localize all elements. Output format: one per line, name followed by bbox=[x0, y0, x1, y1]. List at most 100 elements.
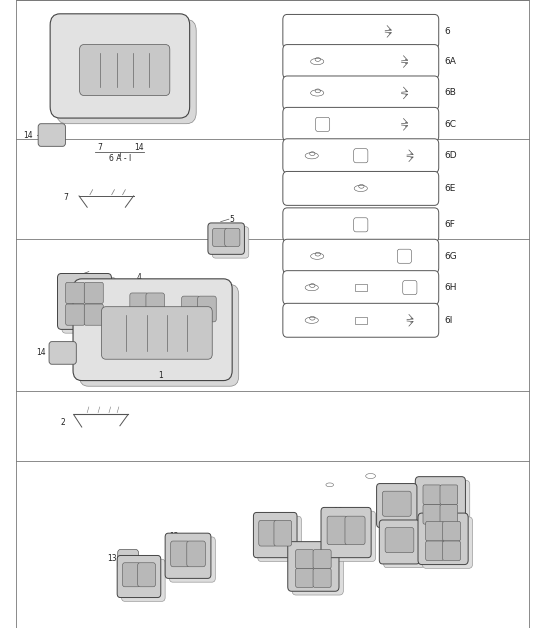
FancyBboxPatch shape bbox=[84, 304, 103, 325]
Text: 6I: 6I bbox=[444, 316, 452, 325]
FancyBboxPatch shape bbox=[171, 541, 189, 566]
FancyBboxPatch shape bbox=[138, 563, 155, 587]
FancyBboxPatch shape bbox=[283, 139, 439, 173]
FancyBboxPatch shape bbox=[66, 304, 84, 325]
Text: 9: 9 bbox=[389, 487, 393, 495]
Text: 8: 8 bbox=[434, 480, 438, 489]
Text: 3: 3 bbox=[60, 273, 65, 282]
Text: 14: 14 bbox=[36, 349, 46, 357]
Text: 10: 10 bbox=[333, 507, 343, 516]
Bar bbox=[355, 284, 367, 291]
FancyBboxPatch shape bbox=[283, 171, 439, 205]
FancyBboxPatch shape bbox=[253, 512, 297, 558]
FancyBboxPatch shape bbox=[130, 293, 148, 318]
FancyBboxPatch shape bbox=[443, 541, 461, 561]
Text: 6C: 6C bbox=[444, 120, 456, 129]
FancyBboxPatch shape bbox=[313, 550, 331, 568]
FancyBboxPatch shape bbox=[283, 107, 439, 141]
FancyBboxPatch shape bbox=[292, 545, 343, 595]
FancyBboxPatch shape bbox=[84, 283, 103, 303]
FancyBboxPatch shape bbox=[123, 563, 140, 587]
Text: 6 A - I: 6 A - I bbox=[109, 154, 131, 163]
Text: 11A: 11A bbox=[306, 544, 320, 551]
Text: 13: 13 bbox=[107, 555, 117, 563]
Text: 6F: 6F bbox=[444, 220, 455, 229]
FancyBboxPatch shape bbox=[313, 568, 331, 587]
FancyBboxPatch shape bbox=[283, 303, 439, 337]
FancyBboxPatch shape bbox=[225, 229, 240, 247]
FancyBboxPatch shape bbox=[379, 520, 420, 564]
FancyBboxPatch shape bbox=[101, 306, 212, 359]
Text: 6G: 6G bbox=[444, 252, 457, 261]
FancyBboxPatch shape bbox=[66, 283, 84, 303]
FancyBboxPatch shape bbox=[146, 293, 165, 318]
Text: 5: 5 bbox=[229, 215, 234, 224]
FancyBboxPatch shape bbox=[443, 521, 461, 541]
FancyBboxPatch shape bbox=[423, 504, 441, 524]
FancyBboxPatch shape bbox=[415, 477, 465, 528]
FancyBboxPatch shape bbox=[283, 208, 439, 242]
FancyBboxPatch shape bbox=[122, 559, 165, 602]
Text: 6: 6 bbox=[444, 27, 450, 36]
FancyBboxPatch shape bbox=[187, 541, 205, 566]
Text: 4: 4 bbox=[137, 273, 141, 282]
FancyBboxPatch shape bbox=[62, 278, 116, 333]
FancyBboxPatch shape bbox=[385, 528, 414, 553]
FancyBboxPatch shape bbox=[345, 516, 365, 544]
FancyBboxPatch shape bbox=[118, 550, 138, 568]
Text: 6B: 6B bbox=[444, 89, 456, 97]
FancyBboxPatch shape bbox=[208, 223, 244, 254]
FancyBboxPatch shape bbox=[274, 520, 292, 546]
FancyBboxPatch shape bbox=[422, 517, 473, 568]
FancyBboxPatch shape bbox=[258, 516, 301, 561]
FancyBboxPatch shape bbox=[181, 296, 200, 322]
Text: 14: 14 bbox=[23, 131, 33, 139]
FancyBboxPatch shape bbox=[124, 285, 170, 330]
FancyBboxPatch shape bbox=[129, 289, 174, 334]
FancyBboxPatch shape bbox=[259, 520, 276, 546]
Text: 1: 1 bbox=[159, 371, 163, 380]
Text: 6D: 6D bbox=[444, 151, 457, 160]
FancyBboxPatch shape bbox=[440, 485, 458, 504]
FancyBboxPatch shape bbox=[49, 342, 76, 364]
FancyBboxPatch shape bbox=[283, 14, 439, 48]
FancyBboxPatch shape bbox=[420, 480, 470, 532]
FancyBboxPatch shape bbox=[212, 227, 249, 258]
FancyBboxPatch shape bbox=[180, 292, 226, 337]
FancyBboxPatch shape bbox=[423, 485, 441, 504]
Text: 6A: 6A bbox=[444, 57, 456, 66]
FancyBboxPatch shape bbox=[321, 507, 371, 558]
FancyBboxPatch shape bbox=[213, 229, 228, 247]
Text: 6E: 6E bbox=[444, 184, 456, 193]
FancyBboxPatch shape bbox=[198, 296, 216, 322]
FancyBboxPatch shape bbox=[283, 76, 439, 110]
FancyBboxPatch shape bbox=[295, 568, 314, 587]
FancyBboxPatch shape bbox=[176, 288, 222, 333]
FancyBboxPatch shape bbox=[325, 511, 376, 561]
FancyBboxPatch shape bbox=[426, 521, 444, 541]
Text: 11: 11 bbox=[262, 514, 272, 522]
FancyBboxPatch shape bbox=[418, 513, 468, 565]
FancyBboxPatch shape bbox=[57, 273, 111, 329]
FancyBboxPatch shape bbox=[117, 555, 161, 598]
Text: 12: 12 bbox=[169, 533, 179, 541]
Bar bbox=[355, 317, 367, 323]
FancyBboxPatch shape bbox=[38, 124, 65, 146]
Text: 7: 7 bbox=[98, 143, 102, 152]
FancyBboxPatch shape bbox=[383, 491, 411, 516]
FancyBboxPatch shape bbox=[426, 541, 444, 561]
Text: 7: 7 bbox=[63, 193, 68, 202]
FancyBboxPatch shape bbox=[283, 45, 439, 78]
Text: 2: 2 bbox=[60, 418, 65, 426]
Text: 14: 14 bbox=[134, 143, 144, 152]
FancyBboxPatch shape bbox=[381, 487, 421, 531]
FancyBboxPatch shape bbox=[440, 504, 458, 524]
FancyBboxPatch shape bbox=[80, 45, 170, 95]
FancyBboxPatch shape bbox=[288, 541, 339, 592]
Text: 6H: 6H bbox=[444, 283, 457, 292]
FancyBboxPatch shape bbox=[295, 550, 314, 568]
FancyBboxPatch shape bbox=[384, 524, 424, 568]
FancyBboxPatch shape bbox=[73, 279, 232, 381]
FancyBboxPatch shape bbox=[50, 14, 190, 118]
FancyBboxPatch shape bbox=[283, 239, 439, 273]
